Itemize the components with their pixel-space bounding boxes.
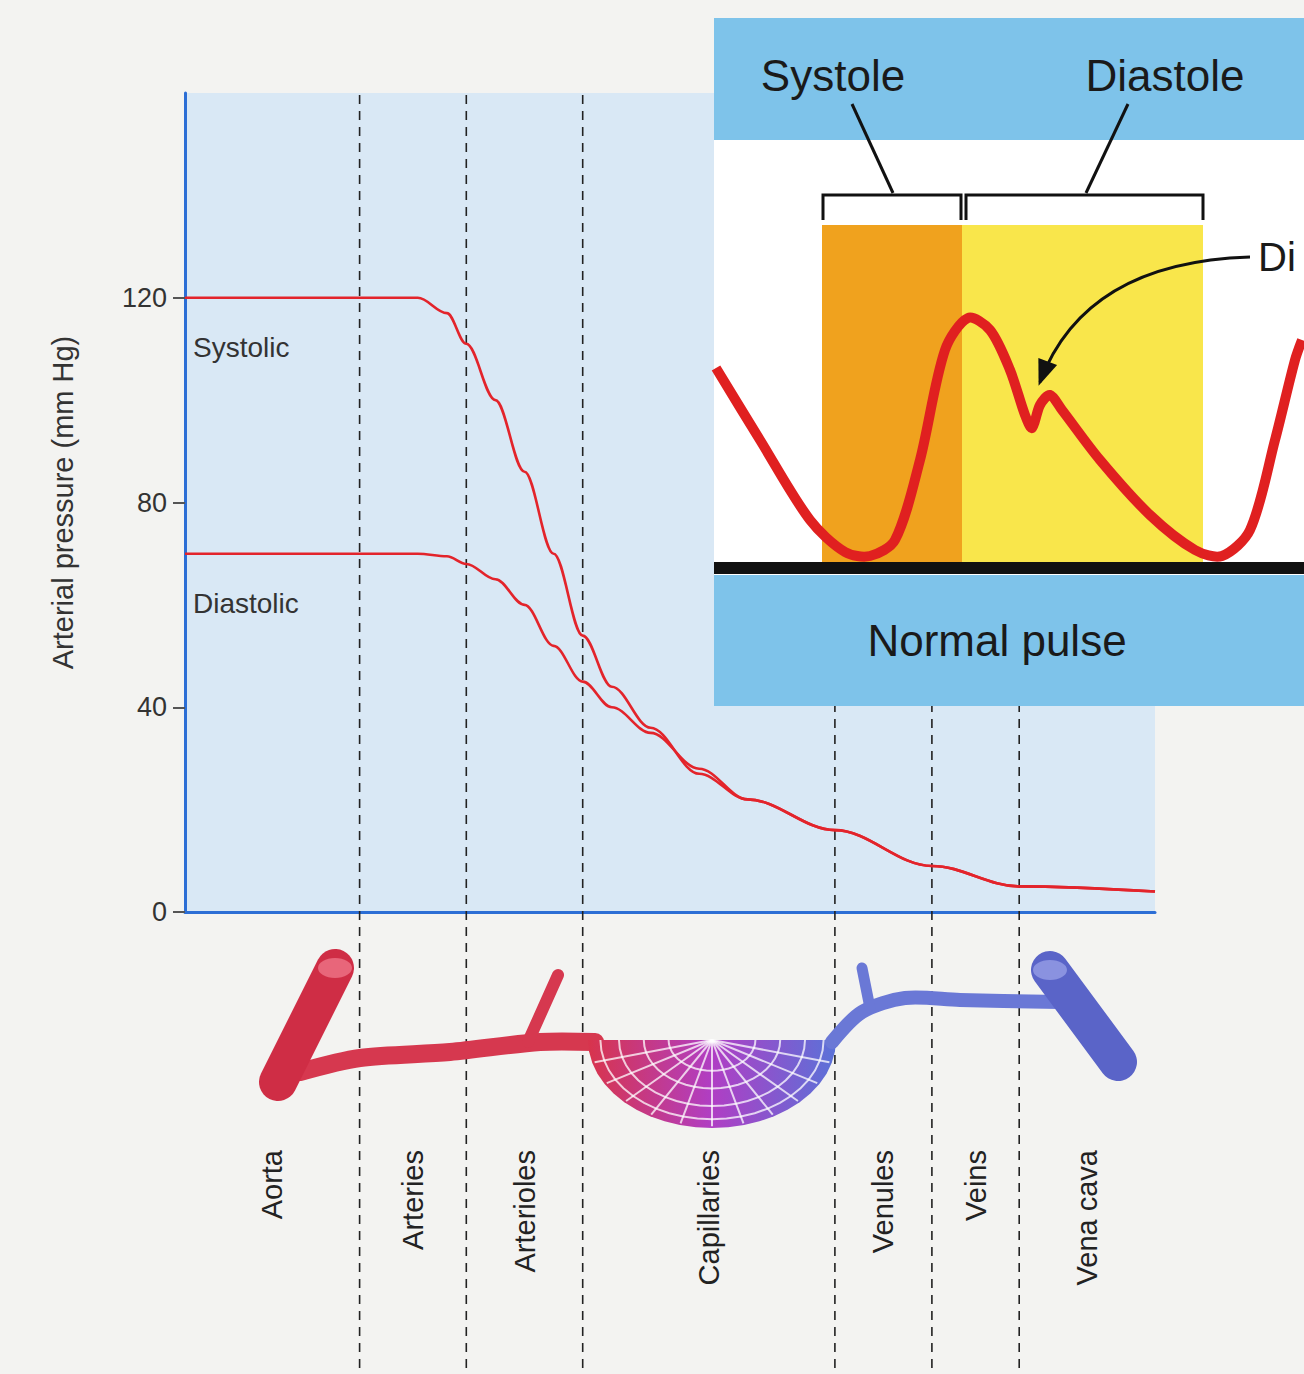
svg-text:Arterioles: Arterioles — [509, 1150, 541, 1273]
svg-text:Vena cava: Vena cava — [1071, 1149, 1103, 1285]
svg-text:Arterial pressure (mm Hg): Arterial pressure (mm Hg) — [47, 336, 79, 670]
svg-text:Di: Di — [1258, 235, 1296, 279]
svg-text:0: 0 — [152, 897, 167, 927]
svg-text:120: 120 — [122, 283, 167, 313]
svg-text:Veins: Veins — [960, 1150, 992, 1221]
svg-text:40: 40 — [137, 692, 167, 722]
svg-text:Venules: Venules — [867, 1150, 899, 1253]
svg-text:Diastole: Diastole — [1086, 51, 1245, 100]
svg-text:Systolic: Systolic — [193, 332, 289, 363]
svg-text:Arteries: Arteries — [397, 1150, 429, 1250]
svg-text:Diastolic: Diastolic — [193, 588, 299, 619]
svg-text:80: 80 — [137, 488, 167, 518]
svg-text:Normal pulse: Normal pulse — [867, 616, 1126, 665]
svg-text:Systole: Systole — [761, 51, 905, 100]
svg-text:Capillaries: Capillaries — [693, 1150, 725, 1285]
svg-text:Aorta: Aorta — [256, 1149, 288, 1219]
